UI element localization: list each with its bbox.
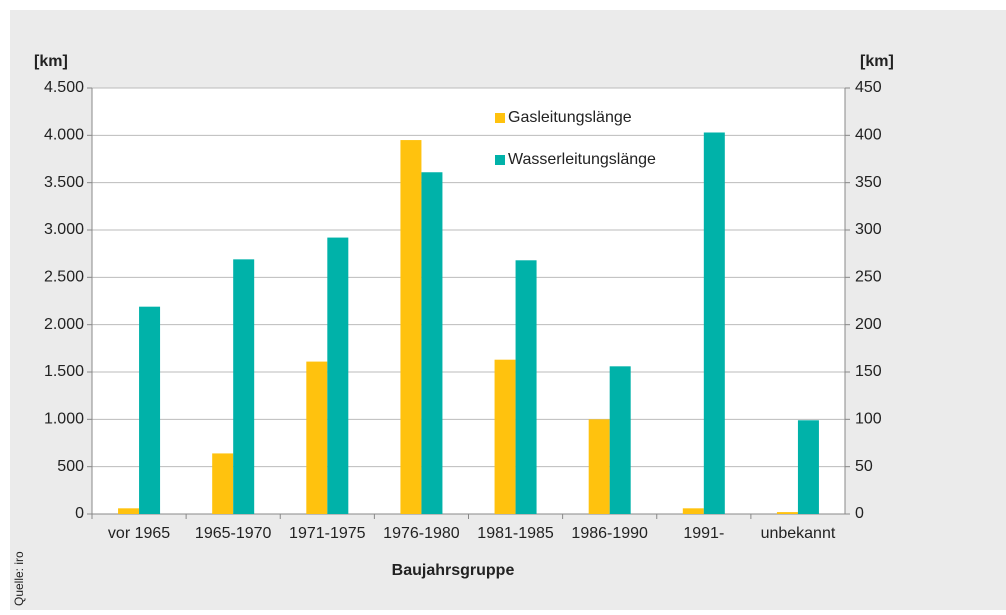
- y2-tick-label: 400: [855, 127, 882, 144]
- x-tick-label: 1991-: [683, 525, 724, 542]
- y2-tick-label: 150: [855, 363, 882, 380]
- y-tick-label: 1.000: [44, 411, 84, 428]
- bar: [118, 508, 140, 514]
- bar: [400, 140, 422, 515]
- bar: [797, 420, 819, 514]
- legend-swatch: [495, 155, 505, 165]
- bar: [139, 306, 161, 514]
- legend-label: Gasleitungslänge: [508, 109, 632, 126]
- bar: [588, 419, 610, 514]
- y-tick-label: 0: [75, 505, 84, 522]
- bar: [421, 172, 443, 514]
- y2-tick-label: 450: [855, 79, 882, 96]
- y2-tick-label: 50: [855, 458, 873, 475]
- x-tick-label: 1986-1990: [571, 525, 648, 542]
- bar: [306, 361, 328, 514]
- plot-area: [92, 88, 845, 514]
- legend-label: Wasserleitungslänge: [508, 151, 656, 168]
- x-tick-label: 1976-1980: [383, 525, 460, 542]
- x-tick-label: 1981-1985: [477, 525, 554, 542]
- bar: [233, 259, 255, 514]
- y2-tick-label: 100: [855, 411, 882, 428]
- x-tick-label: unbekannt: [761, 525, 836, 542]
- bar: [703, 132, 725, 514]
- bar: [494, 359, 516, 514]
- x-tick-label: 1971-1975: [289, 525, 366, 542]
- x-tick-label: 1965-1970: [195, 525, 272, 542]
- y-axis-label: [km]: [34, 53, 68, 70]
- y2-tick-label: 350: [855, 174, 882, 191]
- y2-tick-label: 0: [855, 505, 864, 522]
- y-tick-label: 1.500: [44, 363, 84, 380]
- bar: [327, 237, 349, 514]
- x-axis-label: Baujahrsgruppe: [392, 562, 515, 579]
- y-tick-label: 2.000: [44, 316, 84, 333]
- y2-tick-label: 300: [855, 221, 882, 238]
- y-tick-label: 4.500: [44, 79, 84, 96]
- y2-tick-label: 200: [855, 316, 882, 333]
- legend-swatch: [495, 113, 505, 123]
- y-tick-label: 2.500: [44, 269, 84, 286]
- source: Quelle: iro: [12, 551, 26, 606]
- y2-axis-label: [km]: [860, 53, 894, 70]
- y-tick-label: 3.500: [44, 174, 84, 191]
- y-tick-label: 3.000: [44, 221, 84, 238]
- bar: [515, 260, 537, 514]
- bar: [212, 453, 234, 514]
- bar: [609, 366, 631, 514]
- x-tick-label: vor 1965: [108, 525, 170, 542]
- bar: [776, 512, 798, 514]
- bar: [682, 508, 704, 514]
- y-tick-label: 4.000: [44, 127, 84, 144]
- y2-tick-label: 250: [855, 269, 882, 286]
- y-tick-label: 500: [57, 458, 84, 475]
